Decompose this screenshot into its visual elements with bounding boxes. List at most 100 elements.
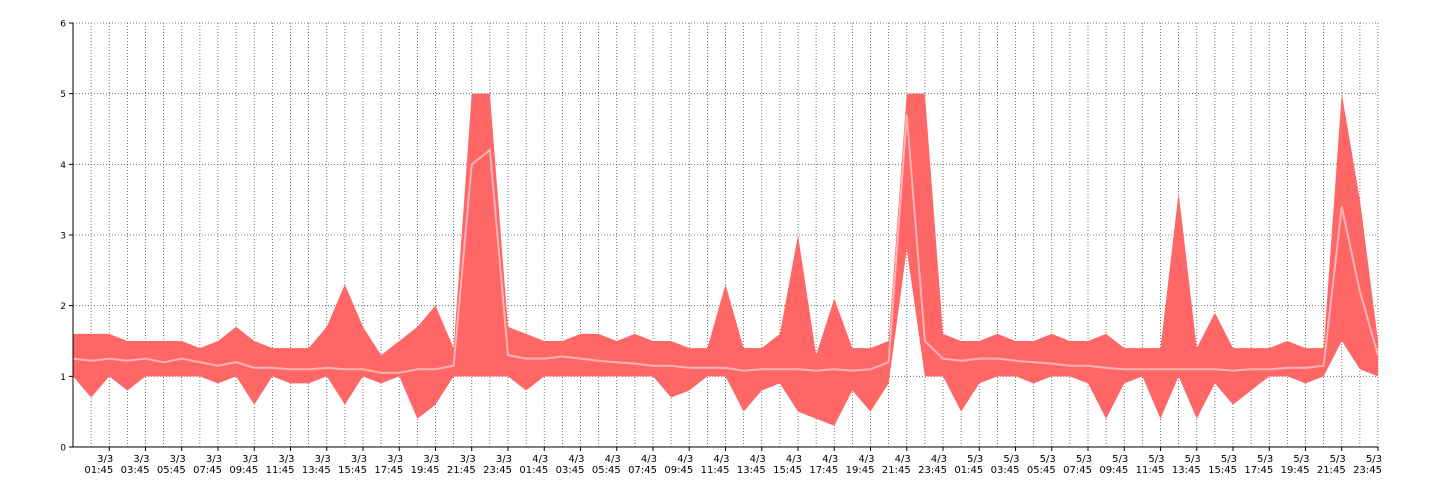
x-tick-label-line: 5/3	[1330, 454, 1346, 465]
x-tick-label: 3/3 15:45	[338, 454, 367, 476]
x-tick-label-line: 5/3	[1293, 454, 1309, 465]
x-tick-label-line: 17:45	[1244, 465, 1273, 476]
x-tick-label-line: 4/3	[786, 454, 802, 465]
x-tick-label-line: 5/3	[1257, 454, 1273, 465]
y-tick-label: 0	[60, 444, 66, 454]
x-tick-label-line: 3/3	[206, 454, 222, 465]
x-tick-label-line: 19:45	[846, 465, 875, 476]
x-tick-label: 4/3 07:45	[628, 454, 657, 476]
x-tick-label-line: 3/3	[278, 454, 294, 465]
x-tick-label-line: 01:45	[519, 465, 548, 476]
x-tick-label-line: 15:45	[1208, 465, 1237, 476]
x-tick-label-line: 3/3	[387, 454, 403, 465]
x-tick-label: 4/3 21:45	[882, 454, 911, 476]
y-tick-label: 5	[60, 90, 66, 100]
x-tick-label-line: 5/3	[1148, 454, 1164, 465]
x-tick-label-line: 01:45	[954, 465, 983, 476]
x-tick-label-line: 13:45	[1172, 465, 1201, 476]
x-tick-label: 5/3 13:45	[1172, 454, 1201, 476]
x-tick-label-line: 3/3	[351, 454, 367, 465]
x-tick-label-line: 3/3	[496, 454, 512, 465]
x-tick-label-line: 5/3	[1003, 454, 1019, 465]
x-tick-label-line: 5/3	[967, 454, 983, 465]
x-tick-label-line: 15:45	[773, 465, 802, 476]
x-tick-label: 4/3 01:45	[519, 454, 548, 476]
x-tick-label-line: 05:45	[1027, 465, 1056, 476]
x-tick-label-line: 13:45	[737, 465, 766, 476]
x-tick-label: 3/3 11:45	[266, 454, 295, 476]
x-tick-label: 3/3 03:45	[121, 454, 150, 476]
x-tick-label: 5/3 09:45	[1099, 454, 1128, 476]
x-tick-label: 3/3 17:45	[374, 454, 403, 476]
x-tick-label-line: 4/3	[895, 454, 911, 465]
x-tick-label: 5/3 05:45	[1027, 454, 1056, 476]
x-tick-label: 4/3 11:45	[701, 454, 730, 476]
x-tick-label: 4/3 03:45	[556, 454, 585, 476]
x-tick-label: 3/3 05:45	[157, 454, 186, 476]
x-tick-label: 4/3 13:45	[737, 454, 766, 476]
range-band	[73, 93, 1378, 426]
x-tick-label-line: 5/3	[1112, 454, 1128, 465]
x-tick-label: 5/3 11:45	[1136, 454, 1165, 476]
x-tick-label-line: 3/3	[133, 454, 149, 465]
x-tick-label-line: 05:45	[157, 465, 186, 476]
x-tick-label: 5/3 21:45	[1317, 454, 1346, 476]
x-tick-label-line: 4/3	[605, 454, 621, 465]
x-tick-label-line: 4/3	[568, 454, 584, 465]
x-tick-label-line: 21:45	[882, 465, 911, 476]
x-tick-label: 5/3 01:45	[954, 454, 983, 476]
x-tick-label: 3/3 23:45	[483, 454, 512, 476]
x-tick-label-line: 01:45	[84, 465, 113, 476]
x-tick-label-line: 07:45	[193, 465, 222, 476]
x-tick-label-line: 4/3	[750, 454, 766, 465]
x-tick-label-line: 07:45	[628, 465, 657, 476]
x-tick-label-line: 21:45	[1317, 465, 1346, 476]
x-tick-label: 4/3 17:45	[809, 454, 838, 476]
x-tick-label-line: 17:45	[374, 465, 403, 476]
x-tick-label-line: 23:45	[483, 465, 512, 476]
x-tick-label-line: 23:45	[1353, 465, 1382, 476]
y-tick-label: 4	[60, 161, 66, 171]
x-tick-label: 3/3 01:45	[84, 454, 113, 476]
x-tick-label-line: 5/3	[1040, 454, 1056, 465]
x-tick-label: 4/3 05:45	[592, 454, 621, 476]
x-tick-label: 5/3 23:45	[1353, 454, 1382, 476]
x-tick-label-line: 09:45	[664, 465, 693, 476]
x-tick-label: 5/3 19:45	[1281, 454, 1310, 476]
x-tick-label-line: 5/3	[1185, 454, 1201, 465]
x-tick-label-line: 4/3	[858, 454, 874, 465]
x-tick-label-line: 11:45	[1136, 465, 1165, 476]
x-tick-label-line: 3/3	[97, 454, 113, 465]
x-tick-label-line: 03:45	[121, 465, 150, 476]
x-tick-label-line: 11:45	[701, 465, 730, 476]
x-tick-label-line: 09:45	[1099, 465, 1128, 476]
x-tick-label-line: 21:45	[447, 465, 476, 476]
x-tick-label: 3/3 21:45	[447, 454, 476, 476]
x-tick-label-line: 3/3	[315, 454, 331, 465]
x-tick-label-line: 5/3	[1076, 454, 1092, 465]
y-tick-label: 2	[60, 302, 66, 312]
x-tick-label-line: 3/3	[170, 454, 186, 465]
x-tick-label-line: 09:45	[229, 465, 258, 476]
x-tick-label: 3/3 07:45	[193, 454, 222, 476]
x-tick-label-line: 4/3	[713, 454, 729, 465]
x-tick-label-line: 4/3	[677, 454, 693, 465]
x-tick-label-line: 3/3	[423, 454, 439, 465]
x-tick-label-line: 5/3	[1366, 454, 1382, 465]
x-tick-label: 5/3 07:45	[1063, 454, 1092, 476]
x-tick-label-line: 03:45	[556, 465, 585, 476]
x-tick-label: 3/3 09:45	[229, 454, 258, 476]
x-tick-label-line: 4/3	[822, 454, 838, 465]
x-tick-label-line: 19:45	[1281, 465, 1310, 476]
x-tick-label: 5/3 17:45	[1244, 454, 1273, 476]
x-tick-label-line: 03:45	[991, 465, 1020, 476]
x-tick-label: 3/3 13:45	[302, 454, 331, 476]
x-tick-label: 5/3 03:45	[991, 454, 1020, 476]
x-tick-label: 3/3 19:45	[411, 454, 440, 476]
x-tick-label-line: 4/3	[641, 454, 657, 465]
x-tick-label: 4/3 23:45	[918, 454, 947, 476]
x-tick-label-line: 4/3	[532, 454, 548, 465]
y-tick-label: 3	[60, 232, 66, 242]
x-tick-label-line: 15:45	[338, 465, 367, 476]
